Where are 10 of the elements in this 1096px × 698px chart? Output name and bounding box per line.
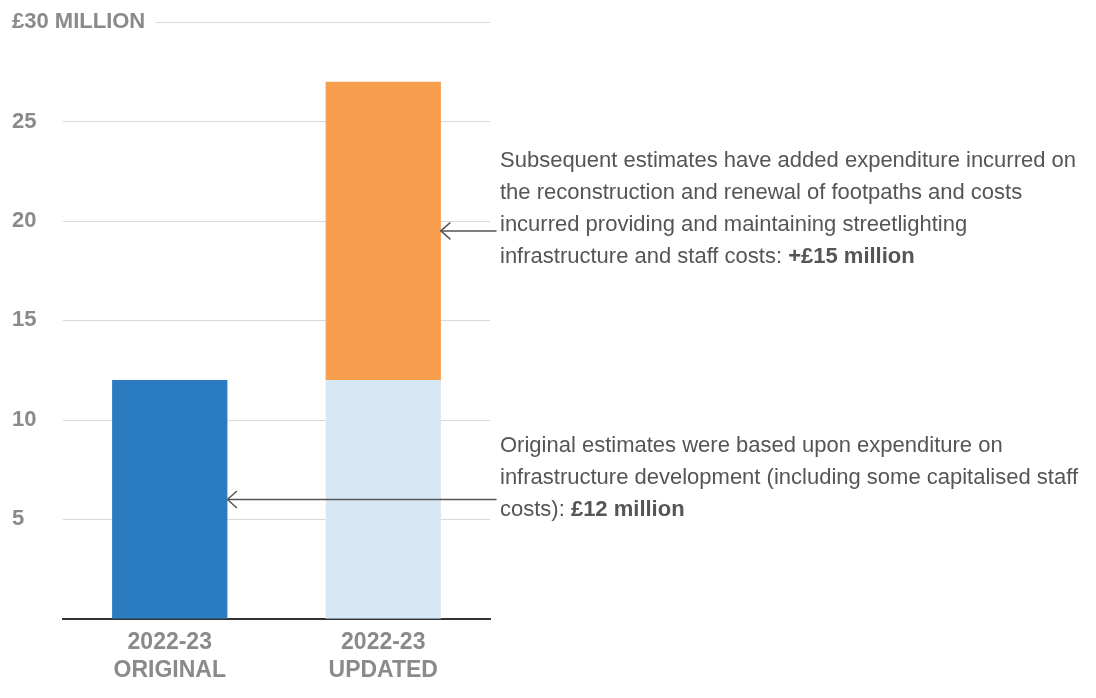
y-tick-label: 5 <box>12 505 25 531</box>
y-tick-label: £30 MILLION <box>12 8 146 34</box>
y-tick-label: 15 <box>12 306 37 332</box>
text: Subsequent estimates have added expenditure incurred on the reconstruction and renewal of footpaths and costs incurred providing and maintaining streetlighting infrastructure and staff costs: +£15 million <box>500 146 1077 268</box>
x-tick-label: 2022-23 ORIGINAL <box>113 627 226 682</box>
y-tick-label: 20 <box>12 207 37 232</box>
text: Original estimates were based upon expenditure on infrastructure development (including some capitalised staff costs): £12 million <box>500 431 1079 521</box>
x-tick-label: 2022-23 UPDATED <box>328 627 438 682</box>
y-tick-label: 10 <box>12 405 37 431</box>
y-tick-label: 25 <box>12 107 37 133</box>
